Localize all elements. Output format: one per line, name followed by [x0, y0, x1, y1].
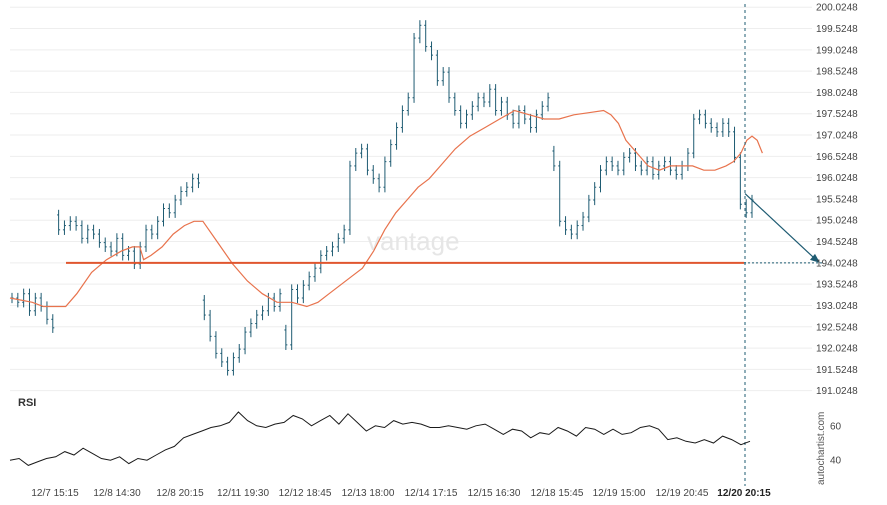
y-tick-label: 191.5248	[816, 365, 858, 376]
y-tick-label: 196.5248	[816, 152, 858, 163]
y-tick-label: 199.0248	[816, 45, 858, 56]
forecast-arrow	[744, 193, 816, 260]
y-tick-label: 196.0248	[816, 173, 858, 184]
y-tick-label: 199.5248	[816, 24, 858, 35]
moving-average-line	[9, 109, 763, 308]
y-tick-label: 200.0248	[816, 3, 858, 14]
y-tick-label: 193.0248	[816, 301, 858, 312]
y-tick-label: 197.5248	[816, 109, 858, 120]
price-candles	[10, 20, 754, 376]
x-tick-label: 12/8 14:30	[93, 488, 141, 499]
brand-label: autochartist.com	[816, 412, 827, 485]
x-tick-label: 12/13 18:00	[342, 488, 395, 499]
x-tick-label: 12/18 15:45	[531, 488, 584, 499]
y-tick-label: 198.5248	[816, 67, 858, 78]
x-tick-label: 12/20 20:15	[717, 488, 771, 499]
watermark-text: vantage	[367, 226, 460, 256]
time-axis: 12/7 15:15 12/8 14:30 12/8 20:15 12/11 19:3…	[31, 488, 771, 499]
y-tick-label: 195.0248	[816, 216, 858, 227]
x-tick-label: 12/11 19:30	[217, 488, 270, 499]
rsi-label: RSI	[18, 397, 36, 409]
rsi-tick-label: 40	[830, 456, 842, 467]
y-tick-label: 192.0248	[816, 344, 858, 355]
y-tick-label: 195.5248	[816, 194, 858, 205]
x-tick-label: 12/19 20:45	[656, 488, 709, 499]
y-tick-label: 193.5248	[816, 280, 858, 291]
rsi-tick-label: 60	[830, 421, 842, 432]
x-tick-label: 12/14 17:15	[405, 488, 458, 499]
x-tick-label: 12/19 15:00	[593, 488, 646, 499]
y-tick-label: 191.0248	[816, 386, 858, 397]
y-tick-label: 192.5248	[816, 322, 858, 333]
x-tick-label: 12/12 18:45	[279, 488, 332, 499]
y-tick-label: 197.0248	[816, 131, 858, 142]
x-tick-label: 12/15 16:30	[468, 488, 521, 499]
rsi-line	[9, 411, 751, 466]
x-tick-label: 12/7 15:15	[31, 488, 79, 499]
forecast-arrow-head	[810, 253, 820, 263]
rsi-axis: 60 40	[830, 421, 842, 466]
x-tick-label: 12/8 20:15	[156, 488, 204, 499]
y-tick-label: 198.0248	[816, 88, 858, 99]
y-tick-label: 194.5248	[816, 237, 858, 248]
grid-lines	[10, 6, 812, 392]
price-axis: 200.0248 199.5248 199.0248 198.5248 198.0248…	[816, 3, 858, 397]
y-tick-label: 194.0248	[816, 258, 858, 269]
